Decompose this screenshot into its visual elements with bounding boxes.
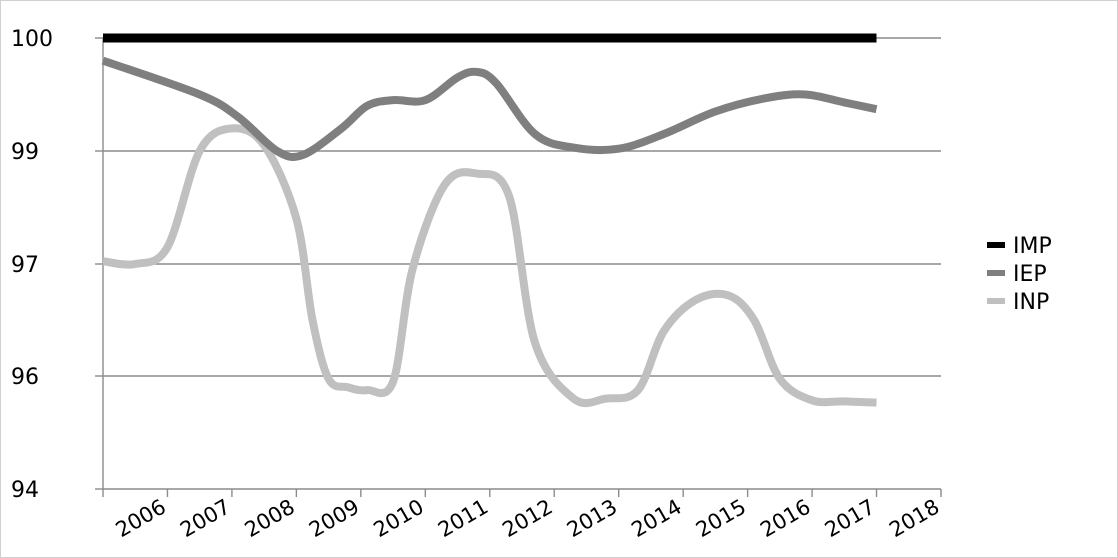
x-tick-label: 2018: [885, 495, 943, 543]
legend-label-inp: INP: [1013, 290, 1049, 315]
x-tick-label: 2017: [821, 495, 879, 543]
x-tick-label: 2009: [305, 495, 363, 543]
y-tick-label: 100: [11, 27, 53, 52]
series-line-iep: [101, 56, 878, 162]
legend: IMP IEP INP: [987, 234, 1052, 315]
legend-label-imp: IMP: [1013, 234, 1052, 259]
x-tick-label: 2015: [692, 495, 750, 543]
y-tick-label: 97: [11, 253, 39, 278]
y-tick-label: 99: [11, 140, 39, 165]
series-line-inp: [102, 124, 877, 408]
x-tick-label: 2006: [112, 495, 170, 543]
x-tick-label: 2014: [627, 495, 685, 543]
y-tick-label: 94: [11, 478, 39, 503]
x-tick-label: 2013: [563, 495, 621, 543]
x-axis-tick-labels: 2006 2007 2008 2009 2010 2011 2012 2013 2014 2015…: [112, 495, 944, 543]
legend-label-iep: IEP: [1013, 262, 1047, 287]
y-axis-tick-labels: 94 96 97 99 100: [11, 27, 53, 503]
series-lines: [101, 33, 878, 408]
x-tick-label: 2010: [370, 495, 428, 543]
x-tick-label: 2016: [756, 495, 814, 543]
x-tick-label: 2012: [498, 495, 556, 543]
x-tick-label: 2011: [434, 495, 492, 543]
x-tick-label: 2008: [241, 495, 299, 543]
y-tick-label: 96: [11, 365, 39, 390]
x-tick-label: 2007: [176, 495, 234, 543]
gridlines: [103, 37, 941, 377]
